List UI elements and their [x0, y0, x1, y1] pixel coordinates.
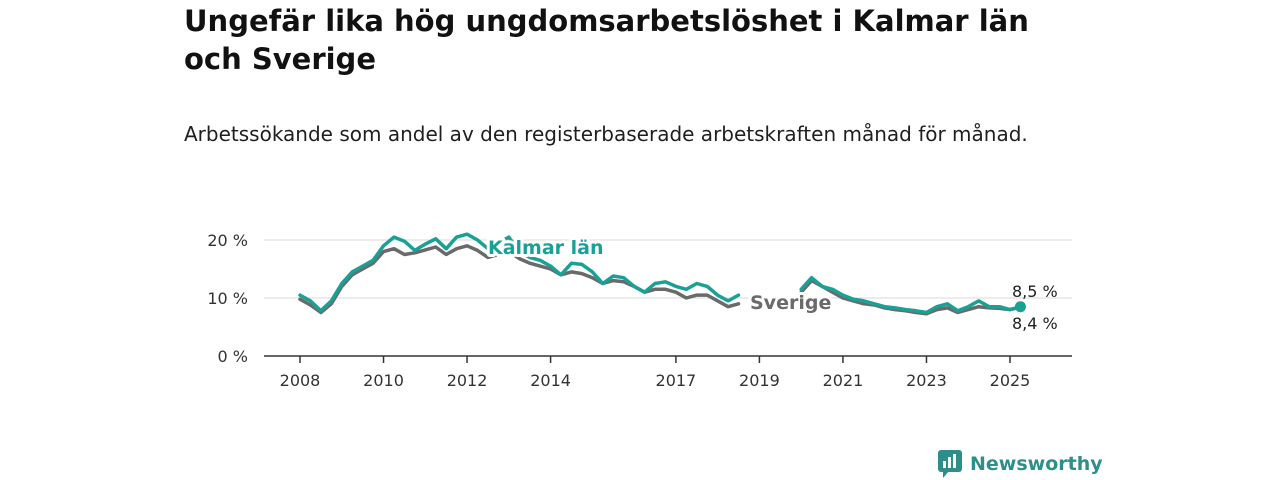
- series-label-kalmar: Kalmar län: [488, 237, 604, 259]
- end-value-label-sverige: 8,4 %: [1012, 314, 1058, 333]
- brand-logo[interactable]: Newsworthy: [937, 448, 1103, 480]
- x-tick-label: 2019: [739, 371, 780, 390]
- y-tick-label: 10 %: [207, 289, 248, 308]
- series-line-kalmar: [298, 232, 1023, 315]
- chart-subtitle: Arbetssökande som andel av den registerb…: [184, 122, 1028, 146]
- end-value-label-kalmar: 8,5 %: [1012, 282, 1058, 301]
- y-tick-label: 20 %: [207, 231, 248, 250]
- chart-title: Ungefär lika hög ungdomsarbetslöshet i K…: [184, 4, 1029, 76]
- x-tick-label: 2008: [280, 371, 321, 390]
- endpoint-marker: [1014, 301, 1026, 313]
- series-label-sverige: Sverige: [750, 292, 831, 314]
- x-tick-label: 2023: [906, 371, 947, 390]
- line-chart: 0 % 10 % 20 % 2008 2010 2012 2014 2017 2019 2021 2…: [207, 231, 1072, 390]
- y-tick-label: 0 %: [218, 347, 248, 366]
- x-tick-label: 2017: [656, 371, 697, 390]
- x-tick-label: 2025: [990, 371, 1031, 390]
- x-tick-label: 2010: [363, 371, 404, 390]
- newsworthy-logo-icon: [938, 450, 962, 478]
- x-tick-label: 2021: [823, 371, 864, 390]
- x-tick-label: 2012: [447, 371, 488, 390]
- brand-name: Newsworthy: [970, 453, 1103, 475]
- series-line-sverige: [298, 244, 1023, 316]
- x-tick-label: 2014: [530, 371, 571, 390]
